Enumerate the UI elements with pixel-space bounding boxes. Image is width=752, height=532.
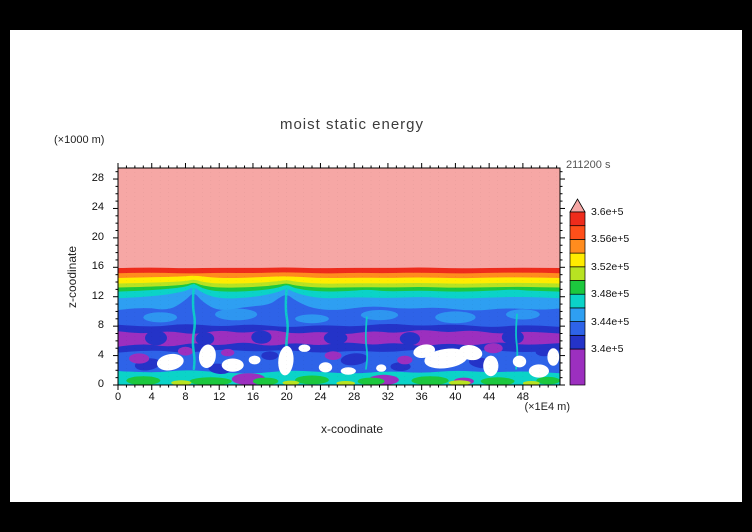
x-tick-label: 36 [415,391,428,403]
plume [191,283,196,371]
colorbar-label: 3.6e+5 [591,206,624,218]
axis-ticks [113,163,565,390]
x-tick-label: 24 [314,391,327,403]
x-tick-label: 4 [148,391,155,403]
x-tick-label: 40 [449,391,462,403]
blobs-yellow-green-surface [171,380,540,385]
x-tick-label: 12 [213,391,226,403]
x-tick-label: 20 [280,391,293,403]
x-tick-label: 8 [182,391,189,403]
y-tick-label: 12 [91,289,104,302]
colorbar-label: 3.52e+5 [591,260,630,273]
colorbar-label: 3.56e+5 [591,233,630,246]
y-tick-label: 16 [91,260,104,273]
colorbar-label: 3.48e+5 [591,288,630,301]
y-tick-label: 8 [97,319,104,332]
blobs-under-range-holes [156,344,560,378]
z-axis-unit-label: (×1000 m) [54,134,105,146]
x-tick-label: 44 [483,391,496,403]
colorbar-label: 3.44e+5 [591,315,630,328]
blobs-light-blue-mottle [143,308,540,324]
x-tick-label: 32 [381,391,395,403]
colorbar-label: 3.4e+5 [591,343,624,355]
y-tick-label: 28 [91,172,104,185]
time-stamp-label: 211200 s [566,159,611,171]
x-axis-label: x-coodinate [320,422,384,436]
x-tick-label: 28 [348,391,361,403]
x-tick-label: 0 [114,391,122,403]
x-tick-label: 48 [516,391,529,403]
figure-canvas: moist static energy (×1000 m) 211200 s z… [10,30,742,502]
grid [126,168,557,385]
y-tick-label: 4 [97,348,104,361]
blobs-dark-blue-gaps [145,329,524,346]
plume [364,316,369,370]
contour-field [118,168,560,385]
x-tick-label: 16 [246,391,260,403]
y-tick-label: 24 [91,201,104,214]
colorbar [569,198,586,386]
chart-title: moist static energy [279,116,425,133]
colorbar-arrow [569,198,586,213]
y-tick-label: 20 [91,230,104,243]
x-axis-unit-label: (×1E4 m) [524,401,570,413]
y-tick-label: 0 [97,378,104,390]
blobs-green-surface [126,375,560,385]
plot-border [117,167,561,386]
contour-plot [113,163,565,390]
